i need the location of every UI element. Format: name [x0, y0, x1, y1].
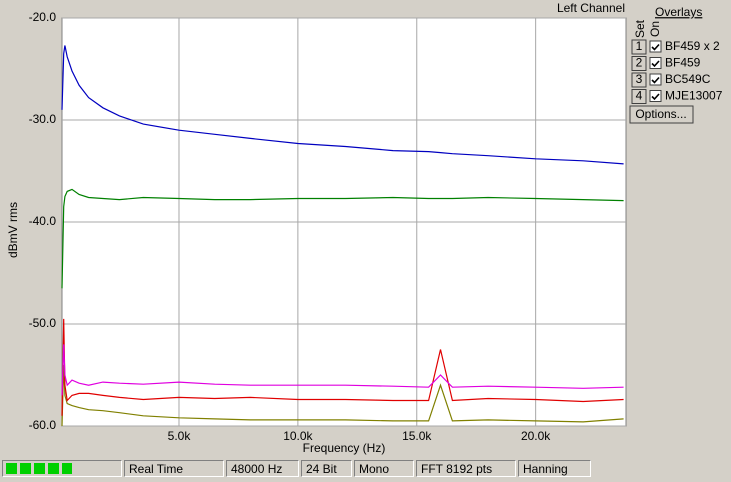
overlay-checkbox[interactable] [649, 90, 662, 102]
trace-line [61, 318, 624, 416]
y-tick-label: -60.0 [29, 418, 57, 432]
trace-line [61, 188, 624, 289]
check-mark [651, 43, 660, 51]
trace-line [61, 364, 624, 427]
check-mark [651, 76, 660, 84]
legend-entry: BC549C [665, 72, 711, 86]
level-leds [6, 463, 72, 474]
y-tick-label: -50.0 [29, 316, 57, 330]
y-tick-label: -20.0 [29, 10, 57, 24]
legend-entry: MJE13007 [665, 89, 723, 103]
button-label[interactable]: Options... [635, 107, 686, 121]
x-tick-label: 20.0k [521, 429, 551, 443]
status-cell: Hanning [518, 460, 591, 477]
set-number[interactable]: 2 [636, 56, 643, 70]
trace-line [61, 344, 624, 396]
x-tick-label: 10.0k [283, 429, 313, 443]
overlays-title: Overlays [655, 5, 702, 19]
x-axis-label: Frequency (Hz) [303, 441, 386, 455]
set-button[interactable] [631, 39, 647, 55]
status-cell: FFT 8192 pts [416, 460, 516, 477]
chart: Left Channel Frequency (Hz) dBmV rms Ove… [6, 1, 723, 455]
set-button[interactable] [631, 72, 647, 88]
set-number[interactable]: 3 [636, 72, 643, 86]
check-mark [651, 93, 660, 101]
button-frame[interactable] [629, 105, 694, 124]
set-button[interactable] [631, 56, 647, 71]
set-label: Set [633, 19, 647, 38]
status-cell: Mono [354, 460, 414, 477]
on-label: On [648, 21, 662, 37]
overlay-checkbox[interactable] [649, 73, 662, 86]
y-tick-label: -30.0 [29, 112, 57, 126]
x-tick-label: 5.0k [168, 429, 192, 443]
y-axis-label: dBmV rms [6, 202, 20, 258]
legend-entry: BF459 x 2 [665, 39, 720, 53]
level-meter [2, 460, 122, 477]
set-button[interactable] [631, 89, 647, 104]
chart-title: Left Channel [557, 1, 625, 15]
status-cell: 24 Bit [301, 460, 352, 477]
set-number[interactable]: 1 [636, 39, 643, 53]
set-number[interactable]: 4 [636, 89, 643, 103]
status-cell: Real Time [124, 460, 224, 477]
y-tick-label: -40.0 [29, 214, 57, 228]
overlay-checkbox[interactable] [649, 40, 662, 53]
options-button[interactable]: Options... [629, 105, 694, 124]
legend-entry: BF459 [665, 56, 701, 70]
overlay-checkbox[interactable] [649, 57, 662, 69]
x-tick-label: 15.0k [402, 429, 432, 443]
check-mark [651, 60, 660, 68]
trace-line [61, 45, 624, 165]
status-cell: 48000 Hz [226, 460, 299, 477]
